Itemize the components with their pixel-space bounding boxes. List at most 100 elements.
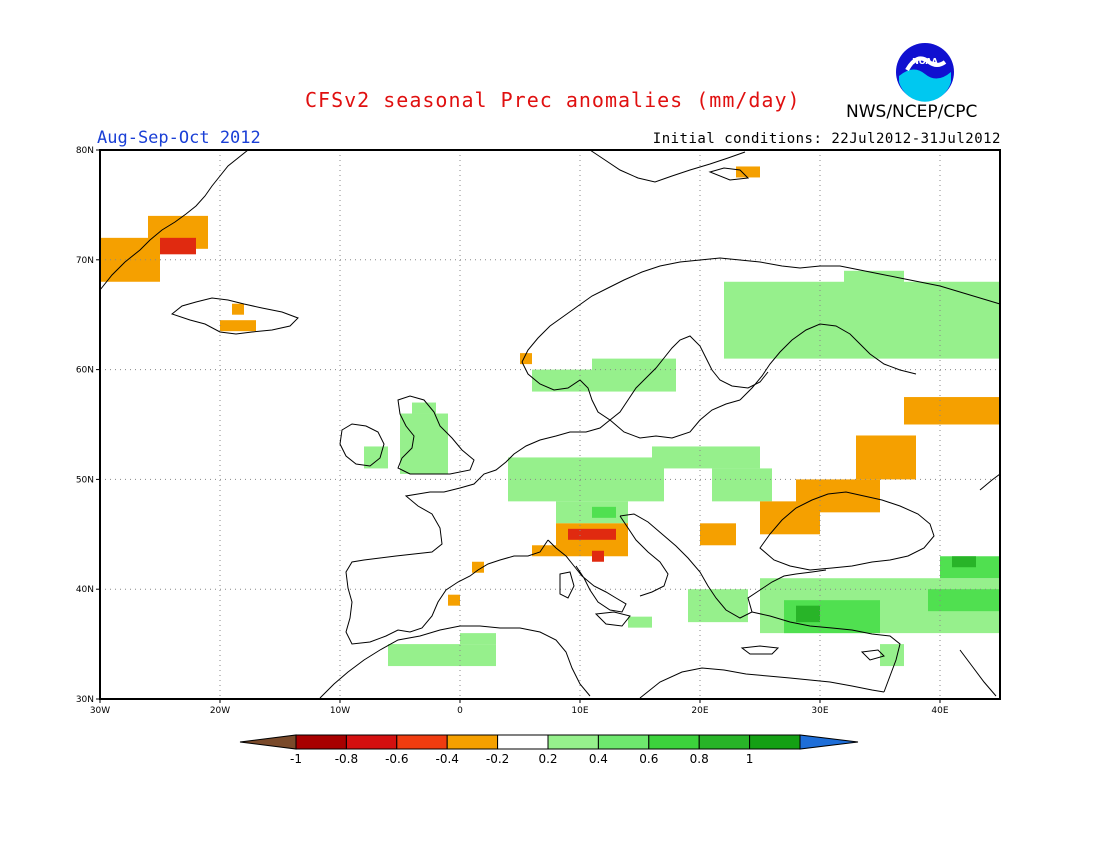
lon-tick-label: 0 <box>457 706 463 716</box>
greenland-coast <box>99 149 249 291</box>
colorbar-label: -0.6 <box>385 752 408 766</box>
colorbar-right-arrow <box>799 734 859 750</box>
europe-west-coast <box>345 419 611 645</box>
lon-tick-label: 20W <box>210 706 230 716</box>
anomaly-patch-11 <box>592 358 676 392</box>
anomaly-patch-28 <box>952 556 976 568</box>
svalbard-island <box>708 167 750 181</box>
colorbar-label: -0.2 <box>486 752 509 766</box>
chart-title: CFSv2 seasonal Prec anomalies (mm/day) <box>305 88 801 112</box>
lon-tick-label: 30E <box>811 706 828 716</box>
lat-tick-label: 70N <box>76 256 94 266</box>
baltic-coast <box>609 399 741 439</box>
scandinavia-coast <box>521 257 1001 363</box>
lat-tick-label: 40N <box>76 585 94 595</box>
anomaly-patch-19 <box>388 644 496 667</box>
lat-tick-label: 60N <box>76 366 94 376</box>
anomaly-patch-35 <box>448 594 460 606</box>
colorbar-label: 1 <box>746 752 754 766</box>
cyprus-coast <box>860 649 885 661</box>
anomaly-patch-29 <box>880 644 904 667</box>
anomaly-patch-8 <box>400 413 448 474</box>
anomaly-patch-38 <box>796 479 880 513</box>
svalbard-coast <box>589 149 746 183</box>
anomaly-patch-5 <box>736 166 760 178</box>
red-sea-coast <box>959 649 997 697</box>
anomaly-patch-32 <box>592 550 604 562</box>
italy-coast <box>547 515 669 613</box>
anomaly-layer <box>100 166 1000 667</box>
colorbar-label: -0.8 <box>335 752 358 766</box>
lon-tick-label: 30W <box>90 706 110 716</box>
anomaly-patch-10 <box>532 369 592 392</box>
grid-layer <box>100 150 1000 699</box>
colorbar-bin-9 <box>698 734 751 750</box>
anomaly-patch-40 <box>904 397 1000 425</box>
anomaly-patch-2 <box>160 237 196 255</box>
britain-coast <box>397 395 475 475</box>
colorbar-bin-10 <box>749 734 801 750</box>
lon-tick-label: 10W <box>330 706 350 716</box>
anomaly-patch-18 <box>592 506 616 518</box>
anomaly-patch-12 <box>724 281 1000 359</box>
black-sea-coast <box>759 491 935 571</box>
agency-label: NWS/NCEP/CPC <box>846 102 978 122</box>
colorbar-left-arrow <box>239 734 297 750</box>
anomaly-patch-22 <box>628 616 652 628</box>
axis-labels: 30W 20W 10W 0 10E 20E 30E 40E 30N 40N 50N 60N 70N 80N <box>76 146 949 716</box>
logo-text: NOAA <box>912 57 938 66</box>
anomaly-patch-36 <box>700 523 736 546</box>
anomaly-patch-26 <box>928 589 1000 612</box>
colorbar-bin-6 <box>547 734 599 750</box>
iceland-coast <box>170 297 299 335</box>
lat-tick-label: 50N <box>76 475 94 485</box>
colorbar-label: 0.2 <box>538 752 557 766</box>
anomaly-patch-33 <box>532 545 556 557</box>
balkan-coast <box>619 513 827 619</box>
anomaly-patch-16 <box>712 468 772 502</box>
norway-south-coast <box>521 335 769 421</box>
colorbar-label: -0.4 <box>435 752 458 766</box>
colorbar-bin-1 <box>295 734 347 750</box>
anomaly-patch-39 <box>856 435 916 480</box>
colorbar-bin-3 <box>396 734 448 750</box>
colorbar-bin-7 <box>597 734 650 750</box>
colorbar-bin-4 <box>446 734 499 750</box>
anomaly-patch-15 <box>652 446 760 469</box>
anomaly-patch-25 <box>796 605 820 623</box>
anomaly-patch-13 <box>844 270 904 293</box>
colorbar-bin-2 <box>345 734 398 750</box>
anomaly-patch-34 <box>472 561 484 573</box>
crete-coast <box>740 645 780 655</box>
lon-tick-label: 10E <box>571 706 588 716</box>
ireland-coast <box>339 423 385 467</box>
anomaly-patch-9 <box>412 402 436 414</box>
anomaly-patch-3 <box>220 320 256 332</box>
turkey-coast <box>751 611 901 693</box>
caspian-coast <box>979 473 1001 491</box>
lon-tick-label: 20E <box>691 706 708 716</box>
finland-coast <box>739 323 917 401</box>
lat-tick-label: 30N <box>76 695 94 705</box>
lon-tick-label: 40E <box>931 706 948 716</box>
colorbar-label: 0.4 <box>589 752 608 766</box>
anomaly-patch-31 <box>568 528 616 540</box>
sardinia-coast <box>559 571 575 599</box>
anomaly-patch-7 <box>364 446 388 469</box>
africa-coast <box>319 625 885 699</box>
colorbar-label: 0.8 <box>690 752 709 766</box>
coastline-layer <box>99 149 1001 699</box>
sicily-coast <box>594 611 631 627</box>
anomaly-patch-4 <box>232 303 244 315</box>
anomaly-patch-20 <box>460 633 496 645</box>
anomaly-patch-6 <box>520 353 532 365</box>
colorbar: -1 -0.8 -0.6 -0.4 -0.2 0.2 0.4 0.6 0.8 1 <box>239 734 859 766</box>
season-label: Aug-Sep-Oct 2012 <box>97 128 261 148</box>
lat-tick-label: 80N <box>76 146 94 156</box>
noaa-logo: NOAA <box>896 43 954 102</box>
colorbar-label: -1 <box>290 752 302 766</box>
colorbar-bin-5 <box>497 734 549 750</box>
map-frame <box>99 149 1001 700</box>
initial-conditions-label: Initial conditions: 22Jul2012-31Jul2012 <box>652 131 1001 147</box>
